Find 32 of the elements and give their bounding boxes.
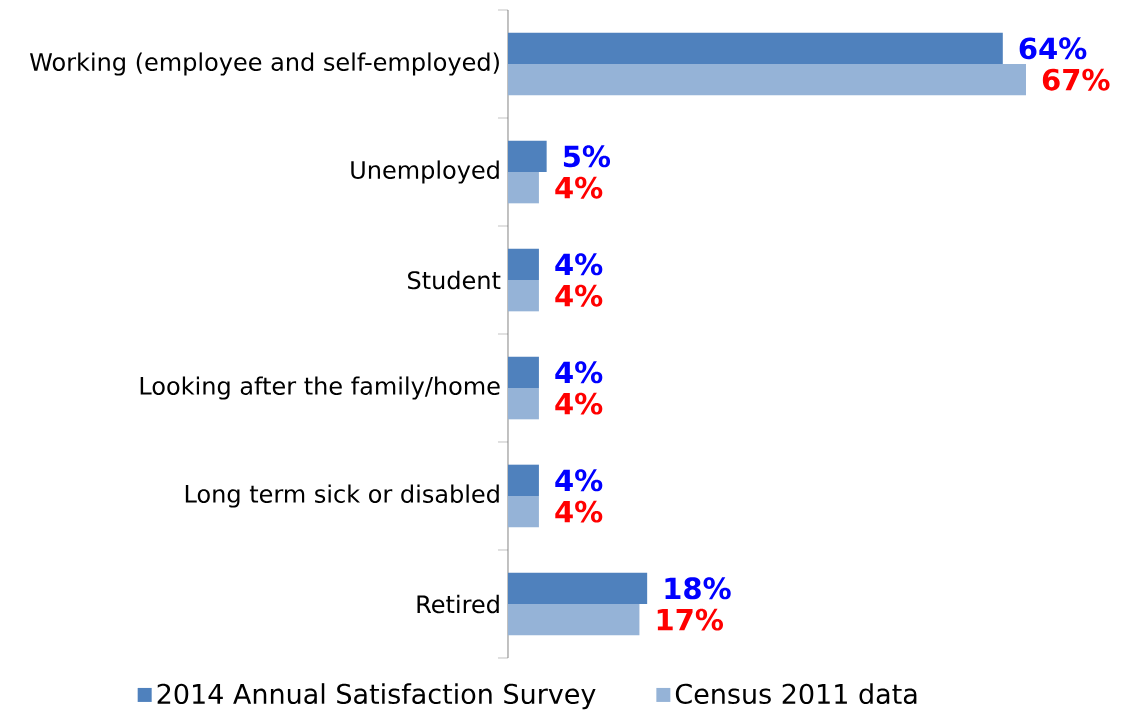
data-label: 4% [555,361,603,384]
bar [508,388,539,420]
y-tick-label: Working (employee and self-employed) [29,52,499,76]
data-label: 5% [563,145,611,168]
data-label: 4% [555,469,603,492]
bar [508,32,1003,65]
y-tick-label: Looking after the family/home [140,376,500,400]
data-label: 4% [555,500,603,523]
bar [508,356,539,388]
bar [508,64,1026,96]
data-label: 4% [555,284,603,307]
y-tick-label: Long term sick or disabled [185,484,499,508]
bar [508,248,539,281]
y-tick-label: Unemployed [351,160,499,184]
data-label: 67% [1042,68,1110,91]
bar [508,280,539,312]
data-label: 4% [555,176,603,199]
bar [508,172,539,204]
y-tick-label: Student [408,270,501,290]
bar [508,140,547,173]
bar [508,604,640,636]
bar [508,464,539,496]
data-label: 17% [657,608,723,631]
data-label: 4% [555,392,603,415]
legend-label: 2014 Annual Satisfaction Survey [157,683,596,710]
y-tick-label: Retired [417,594,499,614]
bar [508,496,539,528]
data-label: 4% [555,253,603,276]
legend-label: Census 2011 data [675,683,917,705]
bar [508,572,648,604]
data-label: 18% [665,577,731,600]
data-label: 64% [1019,37,1087,60]
